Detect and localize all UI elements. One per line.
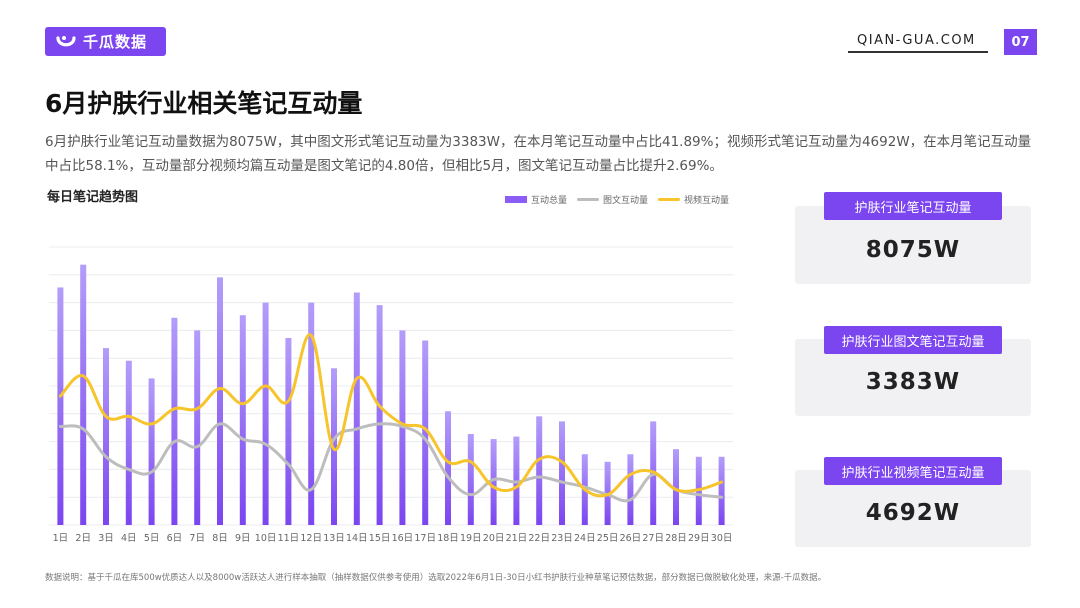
x-tick-label: 1日 bbox=[53, 533, 69, 544]
x-tick-label: 21日 bbox=[506, 533, 528, 544]
x-tick-label: 13日 bbox=[323, 533, 345, 544]
bar-total-10 bbox=[262, 302, 269, 525]
bar-total-1 bbox=[57, 287, 64, 525]
x-tick-label: 9日 bbox=[235, 533, 251, 544]
x-tick-label: 30日 bbox=[711, 533, 733, 544]
chart-legend: 互动总量 图文互动量 视频互动量 bbox=[505, 193, 739, 206]
x-tick-label: 5日 bbox=[144, 533, 160, 544]
x-tick-label: 16日 bbox=[392, 533, 414, 544]
page-description: 6月护肤行业笔记互动量数据为8075W，其中图文形式笔记互动量为3383W，在本… bbox=[45, 134, 1032, 174]
x-tick-label: 14日 bbox=[346, 533, 368, 544]
x-tick-label: 27日 bbox=[642, 533, 664, 544]
bar-total-2 bbox=[80, 264, 87, 525]
x-tick-label: 29日 bbox=[688, 533, 710, 544]
x-tick-label: 3日 bbox=[98, 533, 114, 544]
x-tick-label: 6日 bbox=[167, 533, 183, 544]
x-tick-label: 10日 bbox=[255, 533, 277, 544]
x-tick-label: 17日 bbox=[414, 533, 436, 544]
bar-total-23 bbox=[559, 421, 565, 525]
legend-label-image-text: 图文互动量 bbox=[603, 196, 649, 206]
x-tick-label: 22日 bbox=[528, 533, 550, 544]
page-number: 07 bbox=[1004, 29, 1037, 55]
bar-total-4 bbox=[125, 360, 132, 525]
card-video-value: 4692W bbox=[865, 500, 961, 526]
legend-label-total: 互动总量 bbox=[531, 196, 568, 206]
x-tick-label: 8日 bbox=[212, 533, 228, 544]
bar-total-11 bbox=[285, 337, 292, 525]
x-tick-label: 25日 bbox=[597, 533, 619, 544]
x-tick-label: 2日 bbox=[75, 533, 91, 544]
legend-item-total: 互动总量 bbox=[505, 193, 567, 206]
card-total-label: 护肤行业笔记互动量 bbox=[824, 192, 1002, 220]
x-tick-label: 24日 bbox=[574, 533, 596, 544]
card-total-value: 8075W bbox=[865, 237, 961, 263]
bar-total-20 bbox=[490, 439, 497, 525]
x-tick-label: 7日 bbox=[189, 533, 205, 544]
bar-total-28 bbox=[673, 449, 679, 525]
x-tick-label: 12日 bbox=[300, 533, 322, 544]
x-tick-label: 19日 bbox=[460, 533, 482, 544]
card-video-label: 护肤行业视频笔记互动量 bbox=[824, 457, 1002, 485]
bar-total-6 bbox=[171, 317, 178, 525]
logo-text: 千瓜数据 bbox=[83, 33, 148, 51]
bar-total-7 bbox=[194, 330, 201, 525]
bar-total-8 bbox=[217, 277, 223, 525]
site-underline bbox=[848, 51, 988, 53]
legend-swatch-video bbox=[658, 198, 681, 201]
data-footnote: 数据说明：基于千瓜在库500w优质达人以及8000w活跃达人进行样本抽取（抽样数… bbox=[45, 573, 827, 583]
x-tick-label: 23日 bbox=[551, 533, 573, 544]
bar-total-12 bbox=[308, 302, 315, 525]
legend-swatch-total bbox=[505, 196, 527, 203]
line-image-text bbox=[58, 422, 724, 503]
bar-total-3 bbox=[103, 348, 109, 525]
line-video bbox=[58, 333, 724, 498]
card-image-text-value: 3383W bbox=[865, 369, 961, 395]
bar-total-22 bbox=[536, 416, 543, 525]
x-tick-label: 26日 bbox=[620, 533, 642, 544]
legend-swatch-image-text bbox=[577, 198, 600, 201]
chart-title: 每日笔记趋势图 bbox=[47, 190, 139, 205]
page-title: 6月护肤行业相关笔记互动量 bbox=[45, 89, 363, 118]
x-tick-label: 4日 bbox=[121, 533, 137, 544]
x-tick-label: 15日 bbox=[369, 533, 391, 544]
bar-total-17 bbox=[422, 340, 429, 525]
brand-logo: 千瓜数据 bbox=[45, 27, 166, 56]
x-tick-label: 18日 bbox=[437, 533, 459, 544]
legend-item-image-text: 图文互动量 bbox=[577, 193, 648, 206]
site-url[interactable]: QIAN-GUA.COM bbox=[857, 33, 976, 48]
bar-total-15 bbox=[376, 305, 383, 525]
bar-total-5 bbox=[148, 378, 155, 525]
legend-label-video: 视频互动量 bbox=[684, 196, 730, 206]
bar-total-19 bbox=[467, 434, 474, 525]
daily-trend-chart: 1日 2日 3日 4日 5日 6日 7日 8日 9日 10日 11日 12日 13日 14日 15日 16日 1… bbox=[49, 246, 733, 544]
card-image-text: 护肤行业图文笔记互动量 3383W bbox=[795, 326, 1031, 416]
card-image-text-label: 护肤行业图文笔记互动量 bbox=[824, 326, 1002, 354]
bar-total-14 bbox=[353, 292, 360, 525]
bar-total-18 bbox=[445, 411, 451, 525]
card-total: 护肤行业笔记互动量 8075W bbox=[795, 192, 1031, 284]
bar-total-9 bbox=[239, 315, 246, 525]
x-tick-label: 20日 bbox=[483, 533, 505, 544]
bar-total-30 bbox=[718, 456, 725, 525]
bar-total-26 bbox=[627, 454, 634, 525]
logo-icon bbox=[56, 35, 76, 46]
legend-item-video: 视频互动量 bbox=[658, 193, 729, 206]
card-video: 护肤行业视频笔记互动量 4692W bbox=[795, 457, 1031, 547]
x-tick-label: 11日 bbox=[278, 533, 300, 544]
x-tick-label: 28日 bbox=[665, 533, 687, 544]
